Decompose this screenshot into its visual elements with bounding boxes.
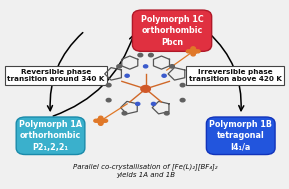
Circle shape — [151, 102, 156, 105]
Circle shape — [180, 98, 185, 102]
Circle shape — [189, 49, 197, 54]
Circle shape — [149, 53, 153, 57]
Circle shape — [125, 74, 129, 77]
Circle shape — [122, 112, 127, 115]
Circle shape — [103, 119, 108, 122]
Circle shape — [141, 85, 150, 92]
Circle shape — [97, 118, 105, 124]
Text: Parallel co-crystallisation of [Fe(L)₂][BF₄]₂
yields 1A and 1B: Parallel co-crystallisation of [Fe(L)₂][… — [73, 164, 218, 178]
Text: Polymorph 1C
orthorhombic
Pbcn: Polymorph 1C orthorhombic Pbcn — [141, 15, 203, 47]
Circle shape — [106, 83, 111, 87]
Circle shape — [99, 116, 103, 119]
Circle shape — [106, 98, 111, 102]
Text: Reversible phase
transition around 340 K: Reversible phase transition around 340 K — [7, 69, 105, 82]
Circle shape — [162, 74, 166, 77]
Text: Polymorph 1B
tetragonal
I4₁/a: Polymorph 1B tetragonal I4₁/a — [209, 120, 272, 152]
FancyBboxPatch shape — [132, 10, 212, 51]
FancyBboxPatch shape — [16, 117, 85, 155]
Circle shape — [191, 53, 195, 56]
FancyBboxPatch shape — [206, 117, 275, 155]
Circle shape — [94, 119, 98, 122]
Circle shape — [144, 65, 148, 68]
Circle shape — [138, 53, 143, 57]
Circle shape — [117, 65, 122, 68]
Text: Polymorph 1A
orthorhombic
P2₁,2,2₁: Polymorph 1A orthorhombic P2₁,2,2₁ — [19, 120, 82, 152]
Circle shape — [196, 50, 200, 53]
Circle shape — [191, 47, 195, 50]
Circle shape — [136, 102, 140, 105]
Circle shape — [180, 83, 185, 87]
Circle shape — [99, 122, 103, 125]
Circle shape — [164, 112, 169, 115]
Circle shape — [186, 50, 190, 53]
Circle shape — [170, 65, 175, 68]
Text: Irreversible phase
transition above 420 K: Irreversible phase transition above 420 … — [189, 69, 282, 82]
